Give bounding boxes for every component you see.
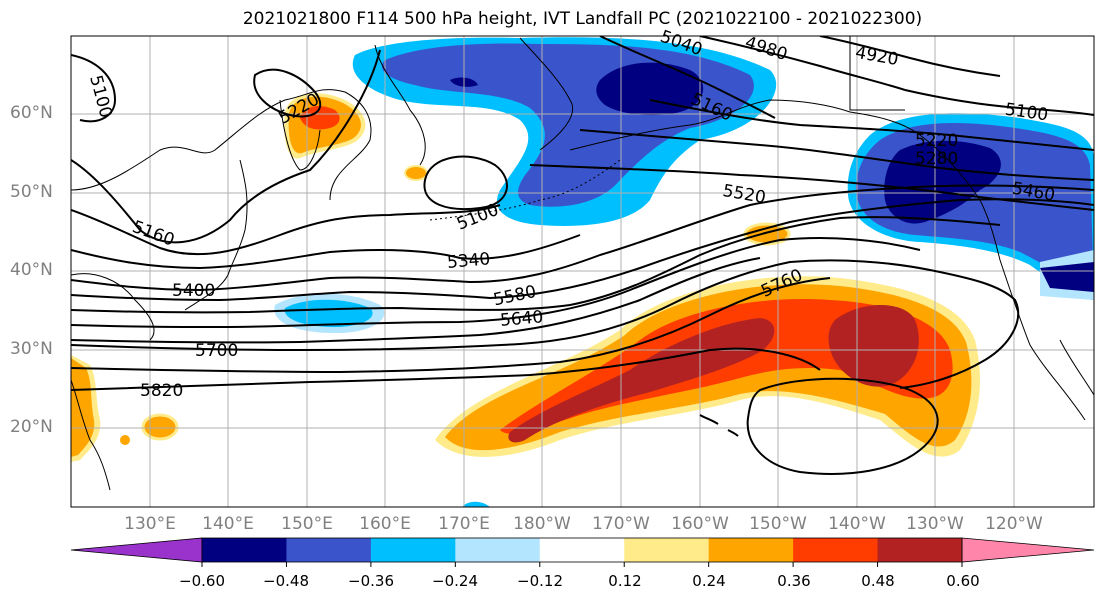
colorbar-tick-label: 0.60: [946, 572, 980, 590]
contour-5100-low: [423, 155, 508, 211]
lat-label-40n: 40°N: [10, 260, 53, 280]
contour-label: 5280: [915, 149, 958, 169]
lon-label: 180°W: [513, 514, 571, 534]
colorbar-tick-label: 0.48: [861, 572, 895, 590]
lat-label-50n: 50°N: [10, 182, 53, 202]
lon-label: 160°E: [359, 514, 411, 534]
small-blob-4: [120, 435, 130, 445]
contour-label: 5340: [446, 249, 491, 273]
contour-5160-upper: [71, 49, 381, 244]
lon-label: 140°E: [202, 514, 254, 534]
bering-field-dark: [596, 62, 704, 116]
contour-5460: [71, 198, 1094, 302]
colorbar: [70, 537, 1095, 567]
chart-title: 2021021800 F114 500 hPa height, IVT Land…: [242, 9, 923, 29]
contour-label: 5400: [172, 281, 215, 301]
lat-label-30n: 30°N: [10, 339, 53, 359]
lon-label: 120°W: [985, 514, 1043, 534]
contour-5040: [599, 36, 776, 119]
lon-label: 160°W: [671, 514, 729, 534]
contour-label: 5220: [915, 131, 958, 151]
lon-label: 130°E: [124, 514, 176, 534]
alaska-south: [569, 99, 981, 201]
lon-label: 170°W: [592, 514, 650, 534]
colorbar-segment: [624, 538, 710, 562]
contour-label: 5700: [195, 341, 238, 361]
contour-4980: [699, 36, 906, 91]
colorbar-tick-label: −0.36: [348, 572, 394, 590]
lon-label: 140°W: [828, 514, 886, 534]
korea-china: [71, 273, 155, 341]
lat-label-60n: 60°N: [10, 103, 53, 123]
baja-coast: [1059, 339, 1094, 396]
west-edge-blob-orange: [71, 358, 95, 457]
colorbar-segment: [202, 538, 287, 562]
lon-label: 130°W: [906, 514, 964, 534]
colorbar-segment: [539, 538, 625, 562]
aleutians: [429, 159, 621, 221]
contour-5100-nw: [71, 54, 117, 123]
colorbar-segment: [370, 538, 456, 562]
contour-5700: [71, 259, 1020, 389]
subtropical-plume-darkred-west: [508, 318, 775, 443]
small-blob-1: [141, 413, 179, 441]
colorbar-tick-label: −0.12: [517, 572, 563, 590]
gulf-of-alaska-field-dark: [884, 140, 1001, 224]
contour-label: 5640: [499, 307, 544, 331]
colorbar-frame: [201, 537, 963, 563]
asia-coast: [71, 89, 372, 201]
contour-5880-loop: [746, 377, 939, 475]
contour-ak-2: [579, 129, 1094, 181]
pacific-northwest-dark: [1040, 262, 1094, 292]
contour-4920: [819, 36, 1001, 77]
contour-ak-1: [649, 99, 1094, 151]
colorbar-tick-label: 0.36: [777, 572, 811, 590]
hawaii: [699, 414, 739, 437]
contour-5280: [71, 204, 501, 256]
small-blob-2: [743, 222, 791, 246]
contour-5820: [71, 347, 821, 391]
map-frame: [70, 35, 1095, 508]
colorbar-segment: [455, 538, 541, 562]
kamchatka-peninsula: [279, 99, 321, 171]
colorbar-segment: [793, 538, 879, 562]
colorbar-segment: [877, 538, 963, 562]
contour-ak-3: [529, 164, 1094, 211]
colorbar-tick-label: −0.48: [263, 572, 309, 590]
lon-label: 150°E: [281, 514, 333, 534]
contour-5580: [71, 237, 921, 329]
colorbar-segment: [708, 538, 794, 562]
coastlines: [71, 36, 1094, 491]
contour-5520: [71, 216, 1001, 314]
lat-label-20n: 20°N: [10, 417, 53, 437]
coast-box: [849, 36, 905, 111]
subtropical-plume-darkred-east: [828, 305, 919, 387]
colorbar-tick-label: −0.60: [179, 572, 225, 590]
colorbar-extend-left: [70, 537, 203, 563]
contour-5760: [71, 277, 831, 374]
colorbar-tick-label: 0.24: [692, 572, 726, 590]
lon-label: 170°E: [438, 514, 490, 534]
colorbar-tick-label: 0.12: [608, 572, 642, 590]
philippines: [71, 379, 111, 491]
gridlines: [71, 36, 1094, 507]
colorbar-segment: [286, 538, 372, 562]
contour-label: 5820: [140, 381, 183, 401]
height-contours: [71, 36, 1094, 475]
contour-nortest: [904, 89, 1094, 116]
bottom-small-field: [462, 501, 490, 507]
alaska-coast: [374, 37, 574, 166]
kamchatka-blob-red: [300, 106, 340, 130]
contour-5220-loop: [253, 68, 322, 118]
japan-sakhalin: [184, 159, 248, 311]
small-blob-3: [404, 165, 428, 181]
contour-5340: [71, 234, 581, 270]
colorbar-extend-right: [961, 537, 1095, 563]
lon-label: 150°W: [749, 514, 807, 534]
contour-5640: [71, 257, 761, 344]
colorbar-tick-label: −0.24: [432, 572, 478, 590]
